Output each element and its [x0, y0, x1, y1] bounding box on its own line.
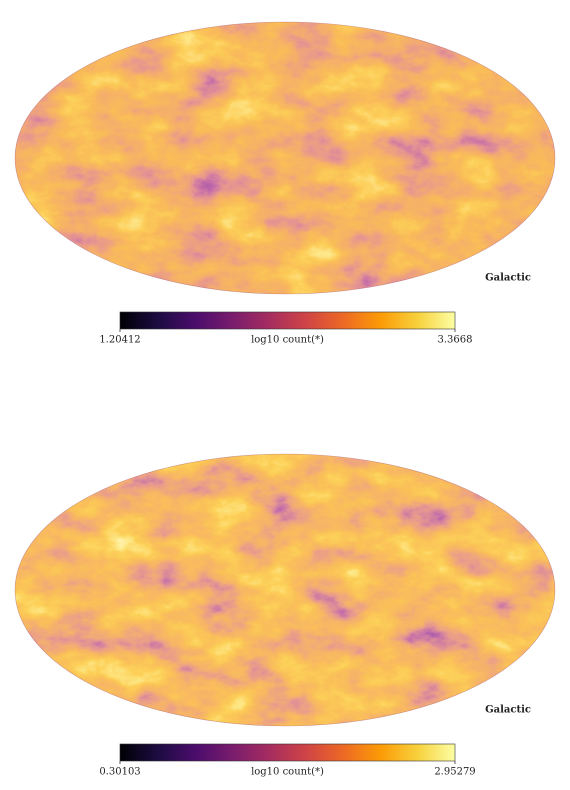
- map-texture: [15, 454, 555, 726]
- coord-label: Galactic: [485, 705, 531, 716]
- map-texture: [15, 22, 555, 294]
- sky-map: [15, 22, 555, 294]
- colorbar-tick-label: 0.30103: [99, 767, 140, 778]
- colorbar-tick-label: 2.95279: [434, 767, 475, 778]
- colorbar-label: log10 count(*): [251, 767, 324, 778]
- sky-map: [15, 454, 555, 726]
- colorbar-tick-label: 3.3668: [438, 335, 473, 346]
- chart: Galactic 1.20412 3.3668 log10 count(*): [14, 21, 556, 346]
- colorbar-tick-label: 1.20412: [99, 335, 140, 346]
- chart: Galactic 0.30103 2.95279 log10 count(*): [14, 453, 556, 778]
- map-outline: [14, 453, 556, 727]
- colorbar-label: log10 count(*): [251, 335, 324, 346]
- colorbar: [119, 743, 456, 762]
- colorbar: [119, 311, 456, 330]
- map-outline: [14, 21, 556, 295]
- coord-label: Galactic: [485, 273, 531, 284]
